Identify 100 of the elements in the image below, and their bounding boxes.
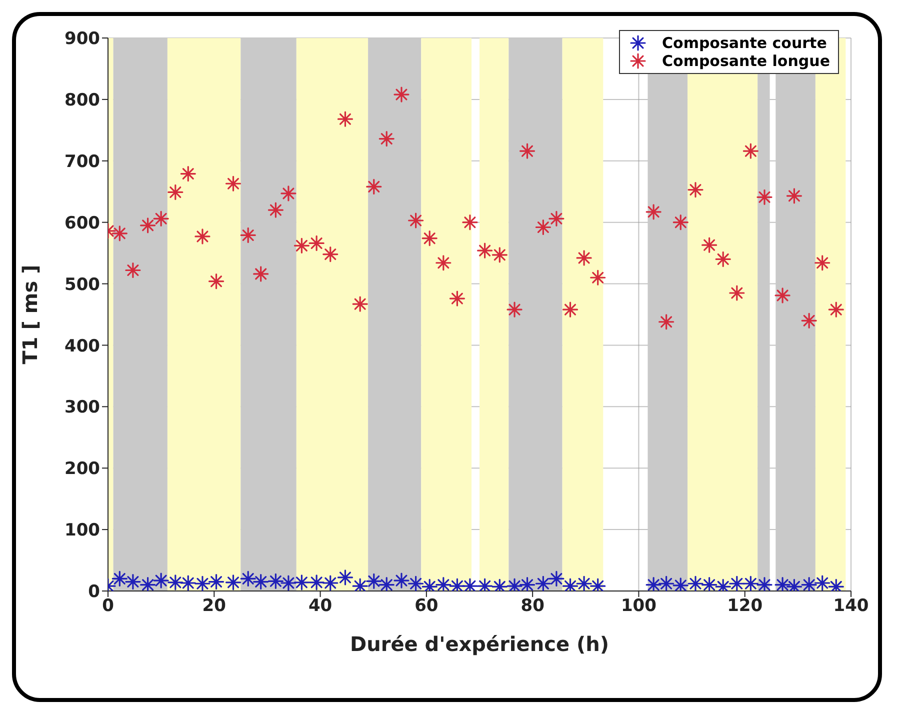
x-axis-title: Durée d'expérience (h) <box>350 632 610 656</box>
y-tick-label: 200 <box>64 459 100 480</box>
point <box>225 176 242 192</box>
point <box>786 188 802 204</box>
point <box>814 575 830 591</box>
x-tick-label: 60 <box>414 596 438 616</box>
point <box>280 575 296 591</box>
point <box>449 290 466 306</box>
point <box>337 111 354 127</box>
point <box>658 576 674 591</box>
point <box>366 573 382 589</box>
point <box>562 302 578 318</box>
point <box>688 576 704 591</box>
point <box>308 235 324 252</box>
point <box>828 302 844 318</box>
point <box>180 166 196 182</box>
y-tick-label: 800 <box>64 90 100 110</box>
point <box>742 576 758 591</box>
point <box>658 314 674 330</box>
point <box>814 255 830 271</box>
point <box>268 573 284 589</box>
point <box>590 270 606 286</box>
point <box>378 577 394 591</box>
y-tick-label: 400 <box>64 336 100 356</box>
y-tick-label: 900 <box>64 29 100 50</box>
point <box>112 226 128 242</box>
y-tick-label: 0 <box>88 582 100 602</box>
point <box>436 255 452 271</box>
point <box>756 577 772 591</box>
point <box>535 219 551 236</box>
point <box>548 570 564 587</box>
point <box>153 210 169 226</box>
point <box>280 186 296 202</box>
x-tick-label: 80 <box>520 596 545 616</box>
point <box>394 572 410 588</box>
x-tick-label: 40 <box>308 596 332 616</box>
point <box>322 575 338 591</box>
point <box>672 214 688 230</box>
point <box>194 576 210 591</box>
point <box>337 570 354 586</box>
point <box>140 218 156 234</box>
point <box>294 574 310 590</box>
point <box>688 182 704 198</box>
point <box>308 574 324 590</box>
point <box>208 274 224 290</box>
point <box>774 577 790 591</box>
point <box>506 302 522 318</box>
x-tick-label: 140 <box>833 596 869 616</box>
point <box>225 574 242 590</box>
y-axis-title: T1 [ ms ] <box>18 264 42 364</box>
point <box>646 204 662 220</box>
y-tick-label: 500 <box>64 274 100 295</box>
point <box>240 227 256 244</box>
point <box>519 577 536 591</box>
y-tick-label: 600 <box>64 213 100 234</box>
point <box>702 577 718 591</box>
point <box>322 246 338 262</box>
point <box>253 266 269 282</box>
point <box>702 237 718 253</box>
point <box>408 576 424 591</box>
point <box>672 578 688 591</box>
legend-label: Composante courte <box>662 34 827 52</box>
point <box>294 238 310 254</box>
point <box>168 184 184 200</box>
point <box>774 288 790 304</box>
x-tick-label: 120 <box>727 596 763 616</box>
point <box>646 577 662 591</box>
point <box>729 576 745 591</box>
point <box>576 576 592 591</box>
point <box>422 230 438 246</box>
point <box>408 212 424 228</box>
point <box>112 570 128 587</box>
point <box>436 577 452 591</box>
point <box>125 262 141 278</box>
point <box>801 577 817 591</box>
x-tick-label: 100 <box>620 596 657 616</box>
point <box>394 86 410 102</box>
point <box>253 574 269 590</box>
point <box>535 576 551 591</box>
point <box>208 574 224 590</box>
point <box>576 250 592 266</box>
y-tick-label: 300 <box>64 398 100 418</box>
point <box>125 574 141 590</box>
point <box>715 251 731 267</box>
legend-label: Composante longue <box>662 52 830 70</box>
point <box>168 574 184 590</box>
point <box>366 178 382 194</box>
y-tick-label: 700 <box>64 152 100 172</box>
point <box>801 312 817 328</box>
point <box>756 189 772 205</box>
point <box>153 572 169 588</box>
x-tick-label: 0 <box>102 596 114 616</box>
point <box>477 242 493 258</box>
point <box>378 130 394 147</box>
point <box>140 577 156 591</box>
point <box>729 285 745 301</box>
point <box>240 570 256 587</box>
point <box>492 247 508 263</box>
y-tick-label: 100 <box>64 520 100 541</box>
point <box>548 210 564 226</box>
